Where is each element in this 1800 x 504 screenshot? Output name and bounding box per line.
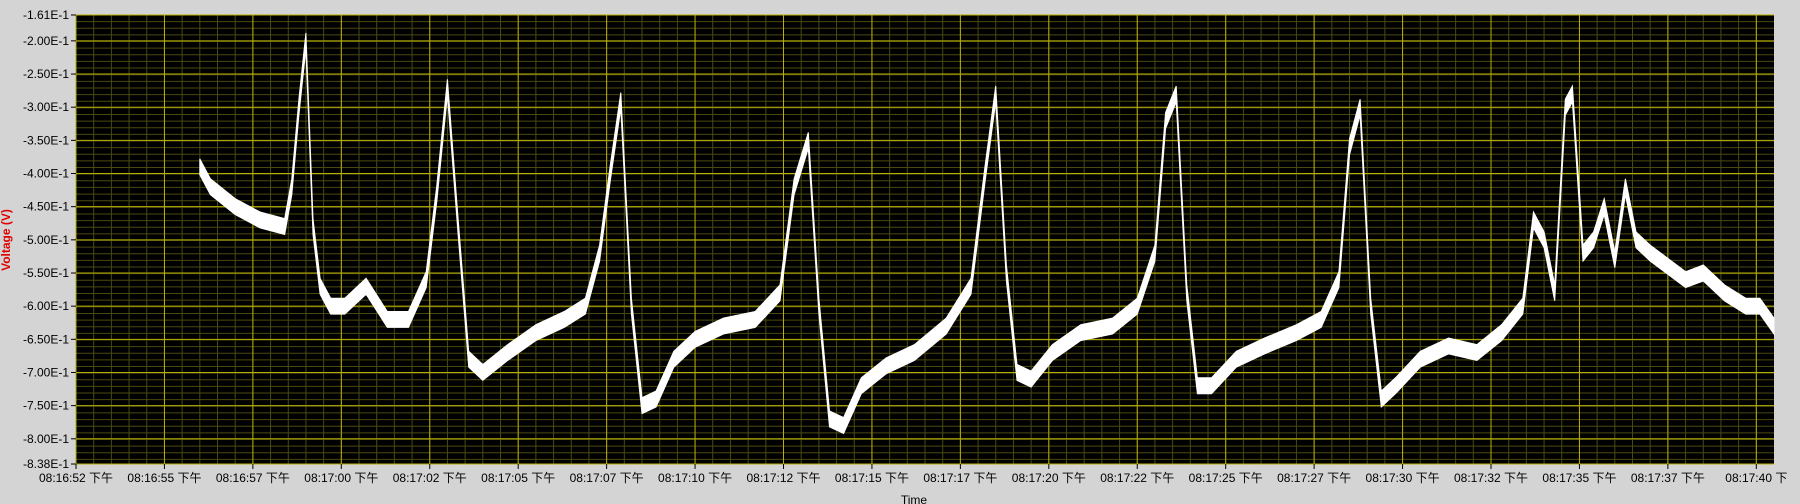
y-tick-label: -4.50E-1 [23,200,69,214]
x-tick-label: 08:17:40 下 [1725,471,1787,485]
x-tick-label: 08:17:27 下午 [1277,471,1351,485]
y-tick-label: -2.00E-1 [23,34,69,48]
y-tick-label: -8.38E-1 [23,457,69,471]
x-tick-label: 08:17:25 下午 [1189,471,1263,485]
x-tick-label: 08:17:30 下午 [1366,471,1440,485]
y-tick-label: -7.00E-1 [23,365,69,379]
x-tick-label: 08:17:22 下午 [1100,471,1174,485]
y-tick-label: -1.61E-1 [23,8,69,22]
x-tick-label: 08:17:05 下午 [481,471,555,485]
y-tick-label: -5.50E-1 [23,266,69,280]
x-axis-ticks: 08:16:52 下午 08:16:55 下午 08:16:57 下午 08:17:0… [39,464,1787,485]
y-tick-label: -7.50E-1 [23,399,69,413]
signal-trace [199,32,1775,435]
x-tick-label: 08:17:02 下午 [393,471,467,485]
x-tick-label: 08:17:17 下午 [923,471,997,485]
y-tick-label: -4.00E-1 [23,167,69,181]
y-axis-title: Voltage (V) [0,209,13,271]
x-tick-label: 08:16:57 下午 [216,471,290,485]
y-tick-label: -3.00E-1 [23,100,69,114]
x-tick-label: 08:16:52 下午 [39,471,113,485]
x-tick-label: 08:17:32 下午 [1454,471,1528,485]
x-tick-label: 08:17:00 下午 [304,471,378,485]
x-tick-label: 08:17:07 下午 [570,471,644,485]
x-tick-label: 08:17:37 下午 [1631,471,1705,485]
x-tick-label: 08:17:35 下午 [1542,471,1616,485]
x-tick-label: 08:16:55 下午 [127,471,201,485]
y-axis-ticks: -1.61E-1 -2.00E-1 -2.50E-1 -3.00E-1 -3.50E-1… [23,8,76,471]
y-tick-label: -5.00E-1 [23,233,69,247]
x-tick-label: 08:17:12 下午 [746,471,820,485]
x-axis-title: Time [901,493,928,504]
x-tick-label: 08:17:15 下午 [835,471,909,485]
x-tick-label: 08:17:10 下午 [658,471,732,485]
y-tick-label: -8.00E-1 [23,432,69,446]
y-tick-label: -3.50E-1 [23,133,69,147]
y-tick-label: -6.00E-1 [23,299,69,313]
x-tick-label: 08:17:20 下午 [1012,471,1086,485]
y-tick-label: -6.50E-1 [23,332,69,346]
y-tick-label: -2.50E-1 [23,67,69,81]
